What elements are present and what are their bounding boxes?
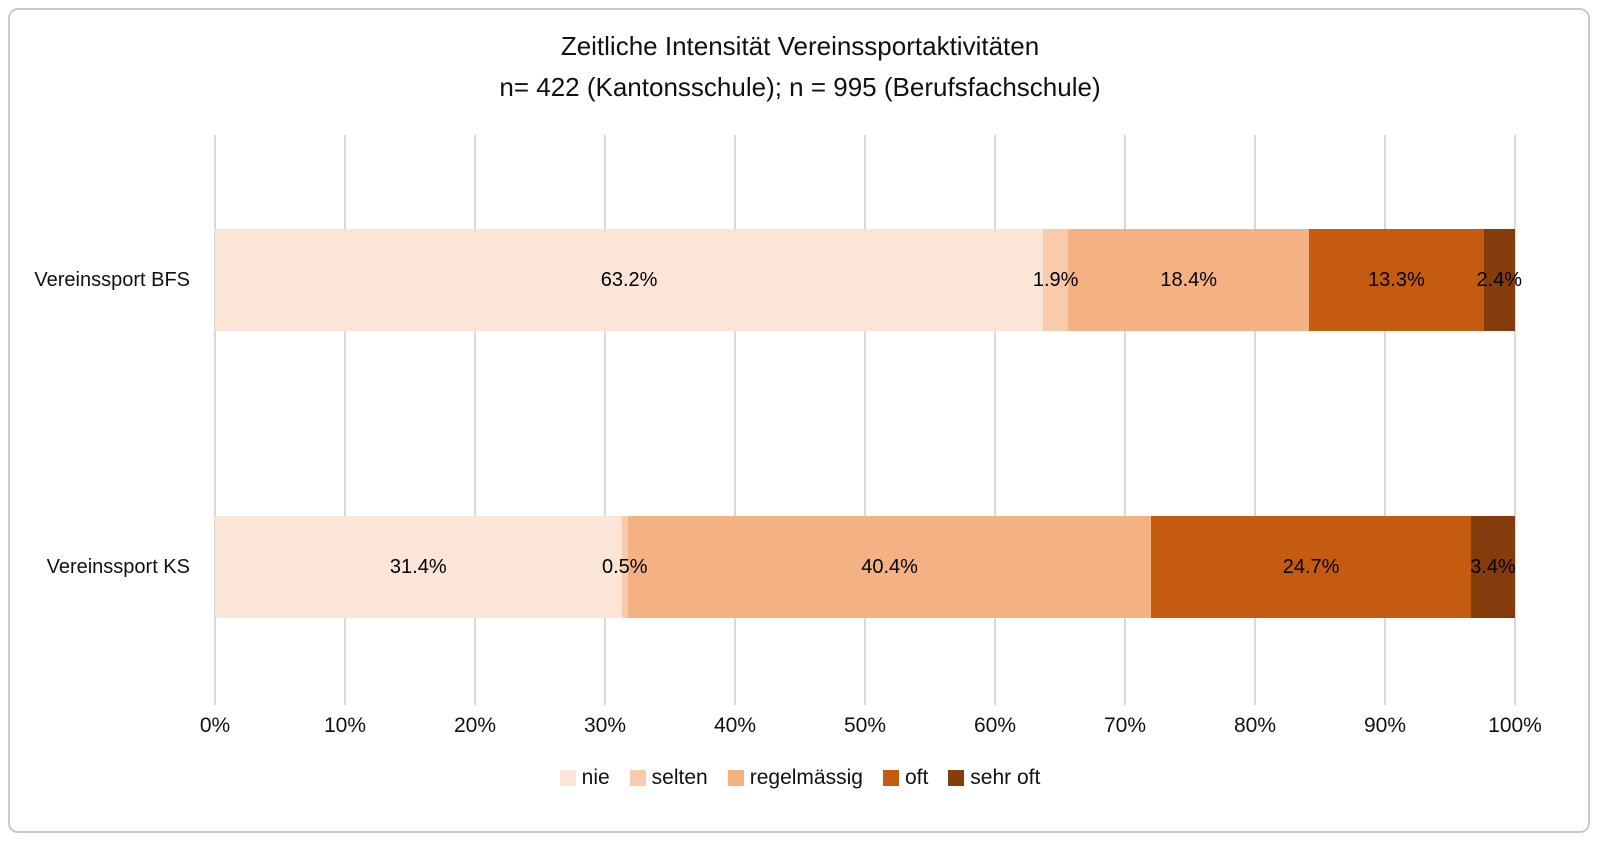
legend-item-selten: selten [629,766,708,790]
bar-segment-regelmässig [628,516,1152,618]
plot-area: 63.2% 1.9% 18.4% 13.3% 2.4% 31.4% 0.5% 40.4% 24.… [214,135,1522,705]
bar-ks [215,516,1515,618]
category-label-ks: Vereinssport KS [46,556,190,578]
chart-border-frame [8,8,1590,833]
legend-label: nie [581,766,610,789]
bar-segment-selten [1043,229,1069,331]
bar-segment-oft [1309,229,1484,331]
legend-swatch [559,770,576,786]
gridline [1254,135,1256,705]
axis-tick-label: 80% [1233,714,1277,737]
axis-tick-label: 20% [453,714,497,737]
legend-swatch [948,770,965,786]
chart-title-block: Zeitliche Intensität Vereinssportaktivit… [0,26,1600,108]
chart-title: Zeitliche Intensität Vereinssportaktivit… [560,31,1040,61]
gridline [1384,135,1386,705]
gridline [604,135,606,705]
legend-item-regelmässig: regelmässig [727,766,863,790]
axis-tick-label: 30% [583,714,627,737]
legend-item-sehr-oft: sehr oft [948,766,1040,790]
legend-item-nie: nie [559,766,610,790]
axis-tick-label: 100% [1488,714,1542,737]
legend-swatch [629,770,646,786]
legend-swatch [882,770,899,786]
x-axis: 0% 10% 20% 30% 40% 50% 60% 70% 80% 90% 100% [200,714,1542,748]
chart-subtitle: n= 422 (Kantonsschule); n = 995 (Berufsf… [499,72,1101,102]
bar-bfs [215,229,1515,331]
gridline [734,135,736,705]
axis-tick-label: 70% [1103,714,1147,737]
gridline [994,135,996,705]
gridline [864,135,866,705]
bar-segment-oft [1151,516,1471,618]
bar-segment-nie [215,516,622,618]
gridline [1124,135,1126,705]
gridline [214,135,216,705]
axis-tick-label: 40% [713,714,757,737]
legend-item-oft: oft [882,766,929,790]
gridline [474,135,476,705]
axis-tick-label: 60% [973,714,1017,737]
bar-segment-sehr-oft [1483,229,1515,331]
axis-tick-label: 0% [199,714,231,737]
axis-tick-label: 90% [1363,714,1407,737]
legend-label: selten [651,766,708,789]
legend-label: regelmässig [749,766,863,789]
legend-swatch [727,770,744,786]
bar-segment-sehr-oft [1470,516,1515,618]
legend: nie selten regelmässig oft sehr oft [0,766,1600,790]
bar-segment-nie [215,229,1044,331]
bar-segment-selten [621,516,629,618]
axis-tick-label: 50% [843,714,887,737]
axis-tick-label: 10% [323,714,367,737]
legend-label: oft [904,766,929,789]
gridline [344,135,346,705]
bar-segment-regelmässig [1068,229,1310,331]
legend-label: sehr oft [970,766,1041,789]
category-label-bfs: Vereinssport BFS [34,269,190,291]
gridline [1514,135,1516,705]
